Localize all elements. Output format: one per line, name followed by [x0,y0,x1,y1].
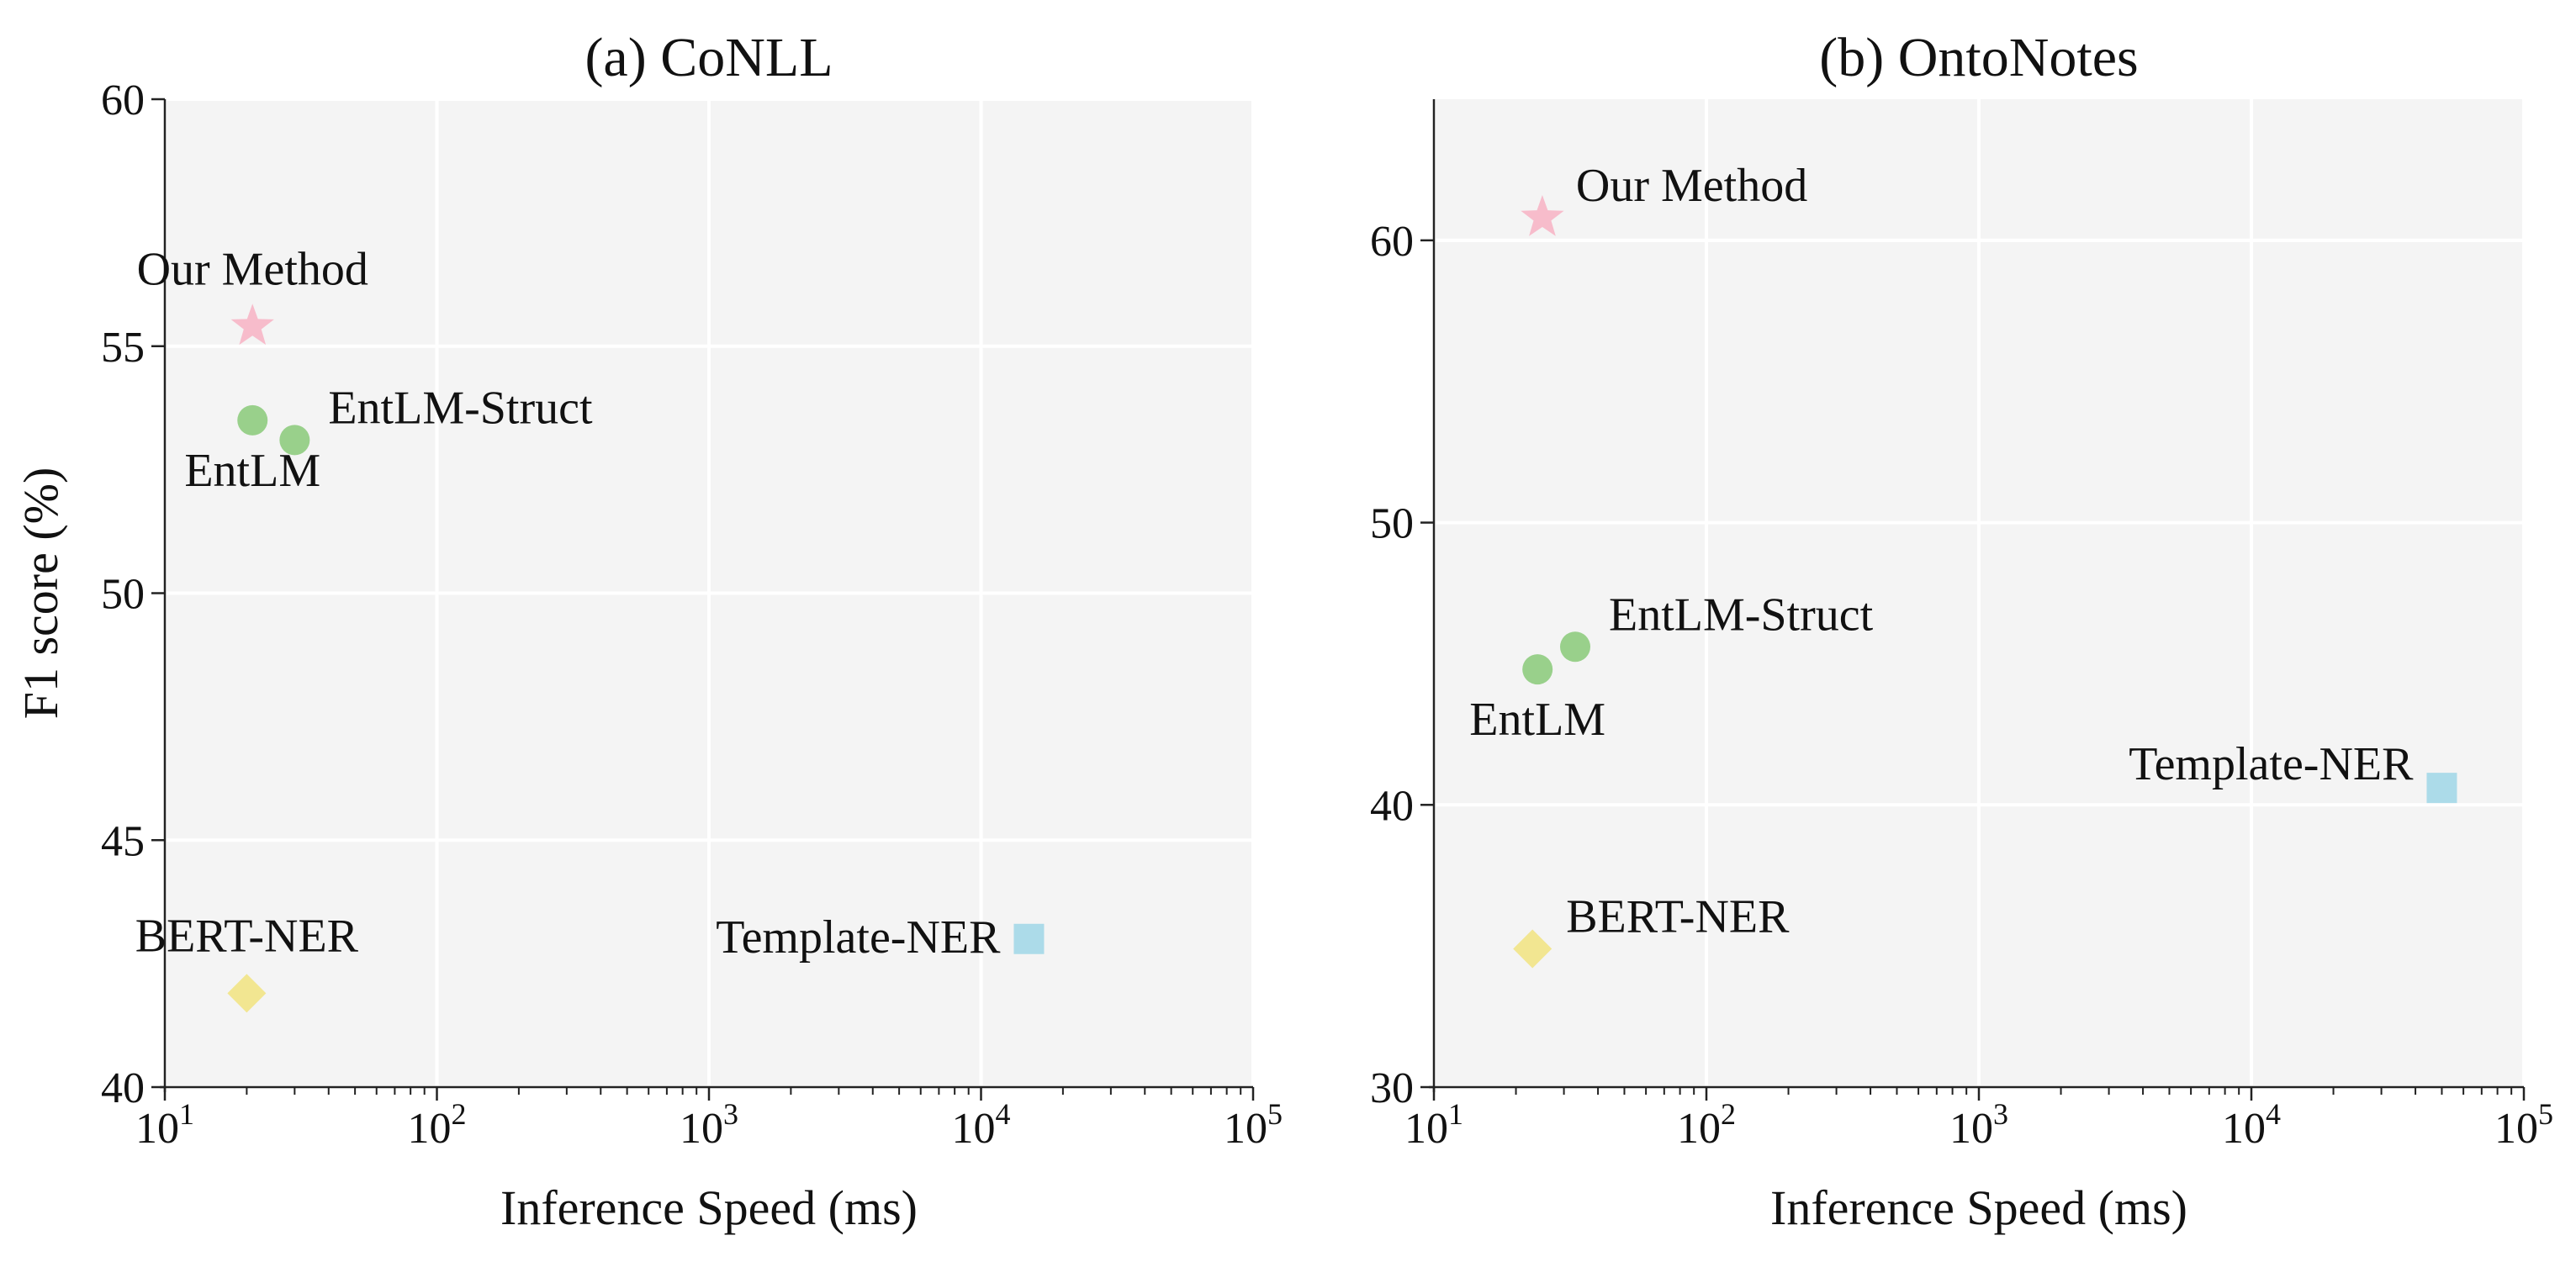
entlm-struct-point [1559,631,1590,663]
bert-ner-point [227,974,267,1013]
x-tick-exponent: 2 [452,1097,467,1131]
bert-ner-point [1513,929,1552,969]
y-tick-label: 50 [1370,500,1414,548]
x-tick-exponent: 3 [1993,1097,2008,1131]
y-tick-label: 60 [1370,218,1414,266]
x-tick-label: 105 [1224,1097,1283,1153]
chart-title: (a) CoNLL [584,27,833,88]
x-tick-exponent: 4 [996,1097,1011,1131]
our-method-point [230,304,274,346]
x-tick-base: 10 [2222,1105,2266,1153]
x-tick-exponent: 5 [2538,1097,2553,1131]
y-tick-label: 45 [101,817,145,865]
y-tick-label: 55 [101,324,145,372]
entlm-label: EntLM [1469,694,1605,746]
x-tick-base: 10 [135,1105,179,1153]
x-tick-label: 103 [680,1097,738,1153]
x-tick-label: 101 [1404,1097,1463,1153]
entlm-struct-point [279,425,310,456]
entlm-point [1522,654,1553,685]
y-axis-label: F1 score (%) [13,467,68,720]
template-ner-label: Template-NER [716,911,1001,964]
bert-ner-label: BERT-NER [135,910,359,962]
entlm-struct-label: EntLM-Struct [1609,589,1874,641]
x-tick-base: 10 [1949,1105,1993,1153]
x-tick-exponent: 2 [1721,1097,1736,1131]
x-tick-label: 104 [952,1097,1011,1153]
x-tick-base: 10 [952,1105,996,1153]
x-tick-base: 10 [680,1105,723,1153]
x-tick-exponent: 3 [723,1097,738,1131]
x-tick-base: 10 [2494,1105,2538,1153]
x-tick-label: 102 [408,1097,467,1153]
chart-title: (b) OntoNotes [1819,27,2138,88]
template-ner-point [1013,923,1045,954]
x-tick-label: 103 [1949,1097,2008,1153]
x-tick-label: 101 [135,1097,194,1153]
x-tick-label: 105 [2494,1097,2553,1153]
x-axis-label: Inference Speed (ms) [500,1180,918,1235]
y-tick-label: 40 [1370,782,1414,830]
x-tick-label: 104 [2222,1097,2281,1153]
x-tick-exponent: 4 [2266,1097,2281,1131]
template-ner-point [2426,773,2457,804]
y-tick-label: 60 [101,77,145,124]
entlm-struct-label: EntLM-Struct [328,382,593,434]
entlm-point [237,404,268,436]
x-axis-label: Inference Speed (ms) [1770,1180,2187,1235]
x-tick-base: 10 [408,1105,452,1153]
x-tick-exponent: 1 [1448,1097,1463,1131]
x-tick-label: 102 [1677,1097,1736,1153]
y-tick-label: 40 [101,1064,145,1112]
x-tick-exponent: 5 [1267,1097,1283,1131]
x-tick-base: 10 [1404,1105,1448,1153]
template-ner-label: Template-NER [2129,738,2414,790]
our-method-label: Our Method [137,243,368,295]
our-method-label: Our Method [1576,160,1807,212]
bert-ner-label: BERT-NER [1566,891,1790,943]
x-tick-base: 10 [1224,1105,1267,1153]
our-method-point [1521,195,1564,236]
y-tick-label: 50 [101,571,145,619]
x-tick-base: 10 [1677,1105,1721,1153]
x-tick-exponent: 1 [179,1097,194,1131]
y-tick-label: 30 [1370,1064,1414,1112]
